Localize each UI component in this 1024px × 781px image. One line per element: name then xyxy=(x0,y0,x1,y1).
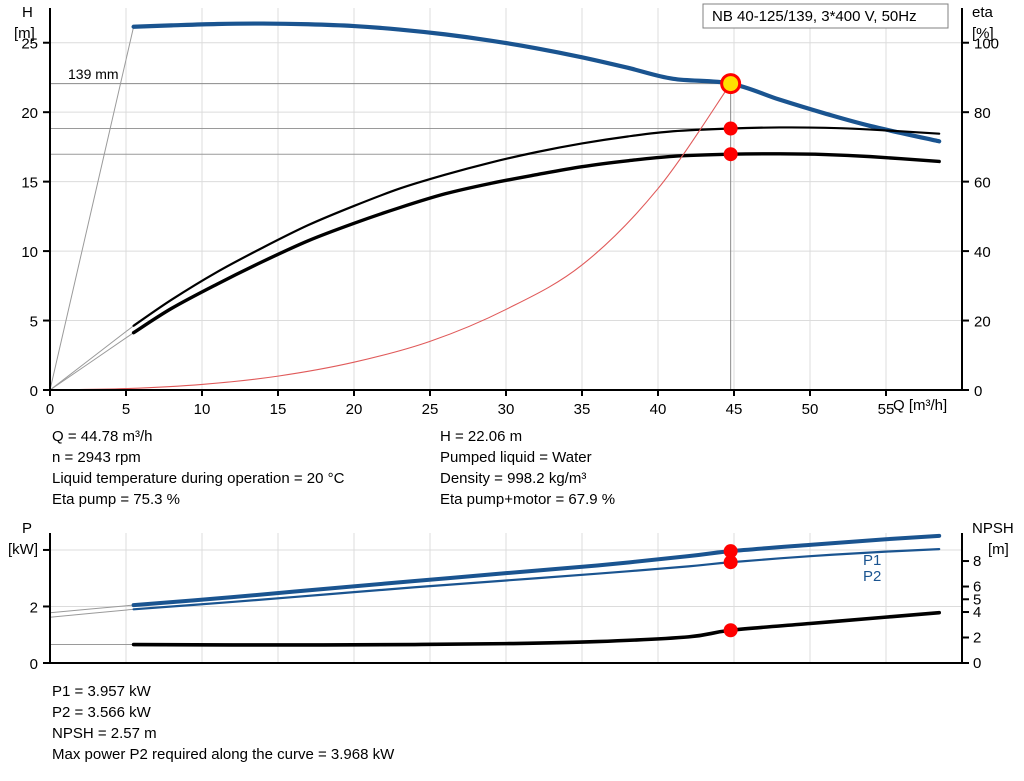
info-npsh: NPSH = 2.57 m xyxy=(52,725,157,742)
operating-point-markers xyxy=(720,73,742,162)
svg-text:50: 50 xyxy=(802,401,819,418)
curve-label-p2: P2 xyxy=(863,568,881,585)
svg-text:8: 8 xyxy=(973,553,981,570)
impeller-diameter-label: 139 mm xyxy=(68,66,119,82)
info-speed: n = 2943 rpm xyxy=(52,449,141,466)
info-max-power: Max power P2 required along the curve = … xyxy=(52,746,395,763)
svg-text:40: 40 xyxy=(650,401,667,418)
info-q: Q = 44.78 m³/h xyxy=(52,428,153,445)
info-eta-pump: Eta pump = 75.3 % xyxy=(52,491,180,508)
svg-text:5: 5 xyxy=(122,401,130,418)
svg-text:2: 2 xyxy=(973,630,981,647)
info-h: H = 22.06 m xyxy=(440,428,523,445)
head-efficiency-chart: 0 5 10 15 20 25 30 35 40 45 50 55 0 5 10 15 20 25 0 20 40 60 8… xyxy=(14,3,999,418)
chart-ticks: 0 5 10 15 20 25 30 35 40 45 50 55 0 5 10 15 20 25 0 20 40 60 8… xyxy=(21,36,999,418)
svg-text:0: 0 xyxy=(46,401,54,418)
info-liquid-temperature: Liquid temperature during operation = 20… xyxy=(52,470,345,487)
svg-text:15: 15 xyxy=(270,401,287,418)
y2-axis-title-npsh: NPSH xyxy=(972,520,1014,537)
svg-text:0: 0 xyxy=(974,383,982,400)
power-chart-ticks: 0 2 0 2 456 8 xyxy=(30,548,981,673)
chart-curves xyxy=(49,21,942,391)
svg-text:10: 10 xyxy=(194,401,211,418)
svg-text:100: 100 xyxy=(974,36,999,53)
svg-text:6: 6 xyxy=(973,579,981,596)
operating-point-info: Q = 44.78 m³/h n = 2943 rpm Liquid tempe… xyxy=(0,420,1024,515)
power-chart-axes xyxy=(49,533,963,664)
svg-text:2: 2 xyxy=(30,599,38,616)
y2-axis-title-eta: eta xyxy=(972,4,994,21)
chart-title-box: NB 40-125/139, 3*400 V, 50Hz xyxy=(702,3,949,29)
svg-text:25: 25 xyxy=(422,401,439,418)
svg-text:30: 30 xyxy=(498,401,515,418)
operating-point-guides xyxy=(50,83,732,390)
svg-text:5: 5 xyxy=(973,591,981,608)
info-eta-pump-motor: Eta pump+motor = 67.9 % xyxy=(440,491,616,508)
svg-text:0: 0 xyxy=(30,383,38,400)
svg-text:80: 80 xyxy=(974,105,991,122)
svg-text:0: 0 xyxy=(973,655,981,672)
x-axis-title-q: Q [m³/h] xyxy=(893,397,947,414)
info-pumped-liquid: Pumped liquid = Water xyxy=(440,449,592,466)
y2-axis-unit-npsh: [m] xyxy=(988,541,1009,558)
power-chart-gridlines xyxy=(50,533,962,663)
info-p1: P1 = 3.957 kW xyxy=(52,683,151,700)
svg-text:25: 25 xyxy=(21,36,38,53)
y-axis-title-p: P xyxy=(22,520,32,537)
power-chart-svg: 0 2 0 2 456 8 P [kW] NPSH [m] P1 P2 xyxy=(8,520,1014,673)
svg-text:45: 45 xyxy=(726,401,743,418)
svg-text:55: 55 xyxy=(878,401,895,418)
svg-text:20: 20 xyxy=(21,105,38,122)
svg-text:20: 20 xyxy=(346,401,363,418)
head-chart-svg: 0 5 10 15 20 25 30 35 40 45 50 55 0 5 10 15 20 25 0 20 40 60 8… xyxy=(14,3,999,418)
svg-text:5: 5 xyxy=(30,314,38,331)
operating-info-right-column: H = 22.06 m Pumped liquid = Water Densit… xyxy=(440,426,615,510)
operating-info-left-column: Q = 44.78 m³/h n = 2943 rpm Liquid tempe… xyxy=(52,426,344,510)
power-info: P1 = 3.957 kW P2 = 3.566 kW NPSH = 2.57 … xyxy=(0,678,1024,781)
svg-text:40: 40 xyxy=(974,244,991,261)
power-operating-markers xyxy=(723,544,738,638)
info-density: Density = 998.2 kg/m³ xyxy=(440,470,587,487)
chart-title: NB 40-125/139, 3*400 V, 50Hz xyxy=(712,8,917,25)
svg-text:4: 4 xyxy=(973,604,981,621)
y-axis-title-h: H xyxy=(22,4,33,21)
svg-text:20: 20 xyxy=(974,314,991,331)
y-axis-unit-p: [kW] xyxy=(8,541,38,558)
y-axis-unit-h: [m] xyxy=(14,25,35,42)
power-info-column: P1 = 3.957 kW P2 = 3.566 kW NPSH = 2.57 … xyxy=(52,681,394,765)
svg-text:35: 35 xyxy=(574,401,591,418)
y2-axis-unit-eta: [%] xyxy=(972,25,994,42)
svg-text:10: 10 xyxy=(21,244,38,261)
svg-text:60: 60 xyxy=(974,175,991,192)
svg-text:15: 15 xyxy=(21,175,38,192)
chart-gridlines xyxy=(50,8,962,390)
power-chart-curves xyxy=(49,533,942,647)
svg-text:0: 0 xyxy=(30,656,38,673)
curve-label-p1: P1 xyxy=(863,552,881,569)
info-p2: P2 = 3.566 kW xyxy=(52,704,151,721)
